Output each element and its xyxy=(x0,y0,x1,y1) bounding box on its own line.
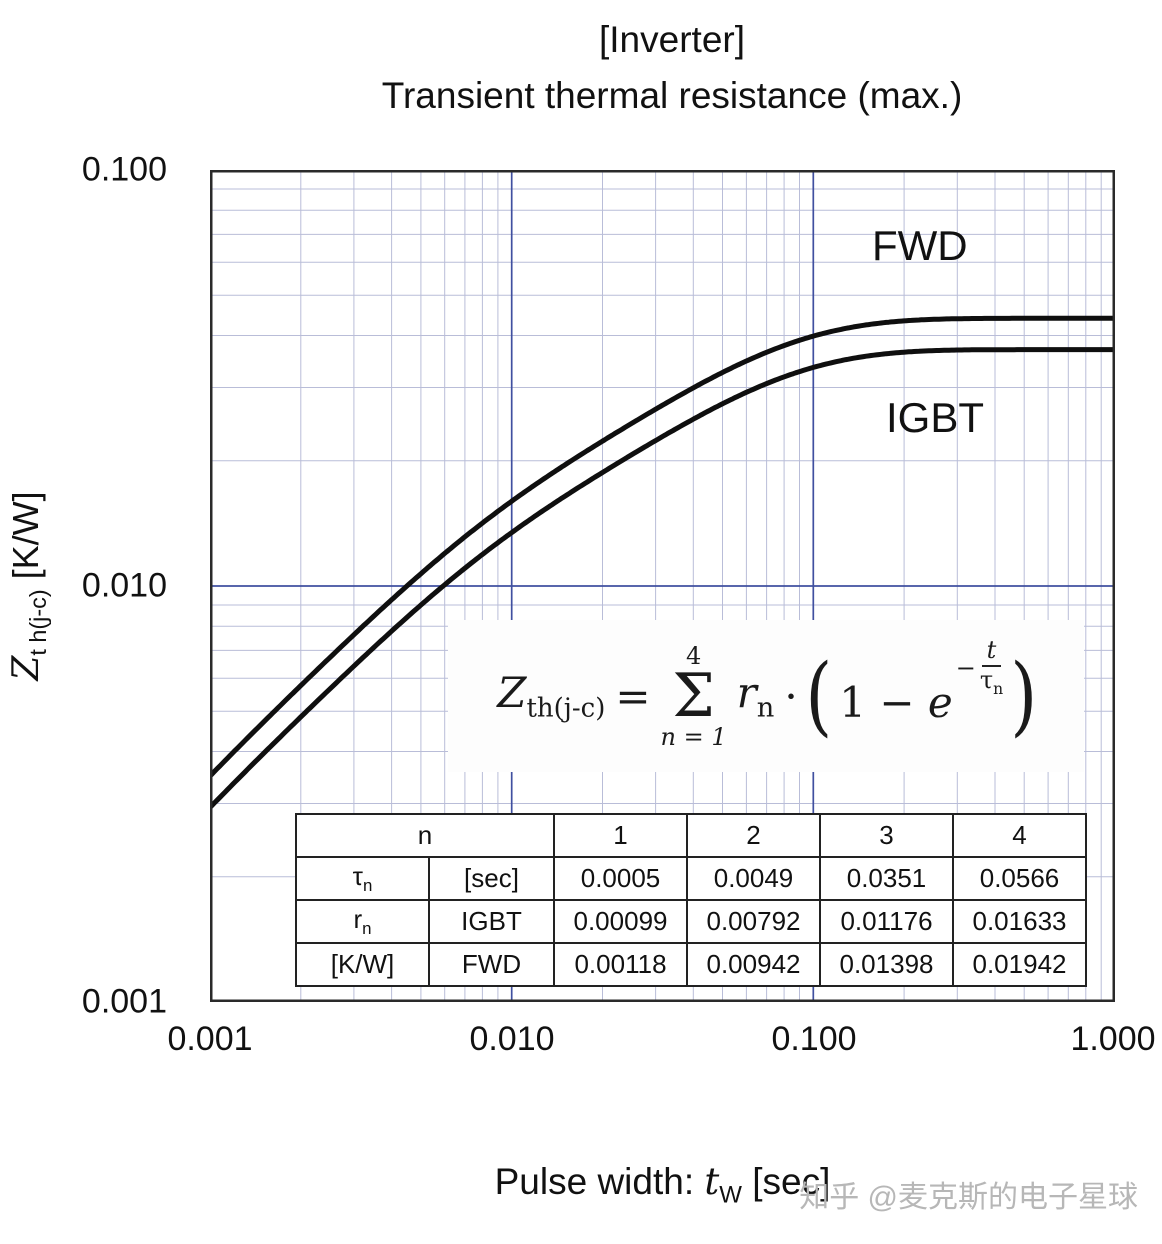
tau-symbol-cell: τn xyxy=(295,856,430,901)
y-axis-variable: Z xyxy=(6,655,47,681)
tau-value-3: 0.0351 xyxy=(819,856,954,901)
tau-value-4: 0.0566 xyxy=(952,856,1087,901)
formula-lhs: Zth(j-c) xyxy=(497,668,606,724)
x-tick-0p001: 0.001 xyxy=(167,1020,253,1058)
r-unit-cell: [K/W] xyxy=(295,942,430,987)
summation-lower-limit: n = 1 xyxy=(660,722,727,751)
plot-frame xyxy=(210,170,1115,1002)
plot-area: FWD IGBT Zth(j-c) = 4 Σ n = 1 rn · ( 1 −… xyxy=(210,170,1115,1002)
x-axis-unit: [sec] xyxy=(741,1161,831,1202)
table-row-r-fwd: [K/W] FWD 0.00118 0.00942 0.01398 0.0194… xyxy=(295,942,1087,987)
formula-exponent: − t τn xyxy=(955,636,1004,698)
formula-summation: 4 Σ n = 1 xyxy=(661,644,727,749)
r-igbt-value-3: 0.01176 xyxy=(819,899,954,944)
r-fwd-value-2: 0.00942 xyxy=(686,942,821,987)
chart-title-line1: [Inverter] xyxy=(599,19,745,60)
chart-title-line2: Transient thermal resistance (max.) xyxy=(381,74,963,116)
fwd-curve-label: FWD xyxy=(872,222,968,269)
x-axis-title: Pulse width: tW [sec] xyxy=(210,1160,1115,1209)
x-tick-1p000: 1.000 xyxy=(1070,1020,1156,1058)
r-igbt-value-1: 0.00099 xyxy=(553,899,688,944)
curve-igbt xyxy=(210,347,1115,810)
y-axis-title: Zt h(j-c) [K/W] xyxy=(5,376,55,796)
r-symbol-cell: rn xyxy=(295,899,430,944)
y-axis-subscript: t h(j-c) xyxy=(25,589,52,656)
r-igbt-value-2: 0.00792 xyxy=(686,899,821,944)
igbt-curve-label: IGBT xyxy=(886,394,985,441)
x-axis-subscript: W xyxy=(719,1181,742,1209)
y-tick-0p001: 0.001 xyxy=(81,982,167,1021)
table-row-tau: τn [sec] 0.0005 0.0049 0.0351 0.0566 xyxy=(295,856,1087,901)
formula-open-paren: ( xyxy=(805,645,832,746)
thermal-impedance-formula: Zth(j-c) = 4 Σ n = 1 rn · ( 1 − e − t τn ) xyxy=(448,620,1084,772)
formula-rn-term: rn xyxy=(736,668,775,724)
formula-equals: = xyxy=(615,671,651,721)
x-axis-title-text: Pulse width: xyxy=(494,1161,705,1202)
tau-unit-cell: [sec] xyxy=(428,856,555,901)
table-row-r-igbt: rn IGBT 0.00099 0.00792 0.01176 0.01633 xyxy=(295,899,1087,944)
table-n-header: n xyxy=(295,813,555,858)
summation-upper-limit: 4 xyxy=(685,641,702,670)
tau-value-2: 0.0049 xyxy=(686,856,821,901)
y-tick-0p010: 0.010 xyxy=(81,566,167,605)
r-fwd-value-4: 0.01942 xyxy=(952,942,1087,987)
y-tick-0p100: 0.100 xyxy=(81,150,167,189)
table-n-4: 4 xyxy=(952,813,1087,858)
table-row-n: n 1 2 3 4 xyxy=(295,813,1087,858)
rc-parameter-table: n 1 2 3 4 τn [sec] 0.0005 0.0049 0.0351 … xyxy=(295,813,1087,987)
formula-close-paren: ) xyxy=(1010,645,1038,746)
table-n-2: 2 xyxy=(686,813,821,858)
tau-value-1: 0.0005 xyxy=(553,856,688,901)
sigma-symbol: Σ xyxy=(672,660,715,731)
x-tick-0p010: 0.010 xyxy=(469,1020,555,1058)
plot-canvas xyxy=(210,170,1115,1002)
table-n-1: 1 xyxy=(553,813,688,858)
formula-exponential-term: 1 − e − t τn xyxy=(839,636,1004,727)
y-axis-unit: [K/W] xyxy=(5,491,46,590)
r-fwd-value-3: 0.01398 xyxy=(819,942,954,987)
x-tick-0p100: 0.100 xyxy=(771,1020,857,1058)
x-axis-variable: t xyxy=(704,1160,720,1203)
formula-dot: · xyxy=(784,671,798,721)
igbt-row-label: IGBT xyxy=(428,899,555,944)
r-fwd-value-1: 0.00118 xyxy=(553,942,688,987)
r-igbt-value-4: 0.01633 xyxy=(952,899,1087,944)
fwd-row-label: FWD xyxy=(428,942,555,987)
curve-fwd xyxy=(210,315,1115,779)
table-n-3: 3 xyxy=(819,813,954,858)
watermark: 知乎 @麦克斯的电子星球 xyxy=(799,1181,1138,1214)
chart-title: [Inverter] Transient thermal resistance … xyxy=(182,12,1162,123)
